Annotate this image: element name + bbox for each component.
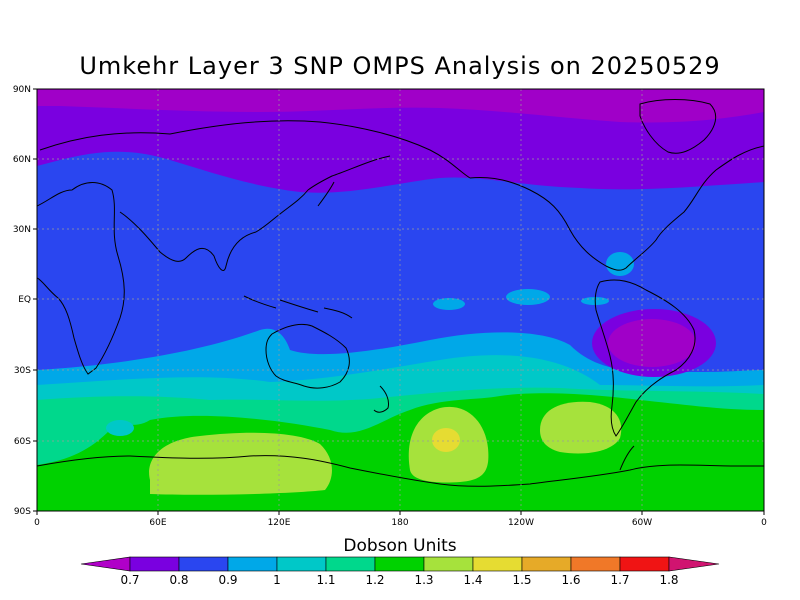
- coastline-australia: [265, 323, 350, 389]
- colorbar-label: 1: [273, 573, 281, 587]
- lat-label: EQ: [18, 295, 31, 305]
- axis-ticks: [33, 88, 765, 515]
- colorbar-label: 0.8: [169, 573, 188, 587]
- lat-label: 90N: [13, 85, 31, 95]
- longitude-labels: 0 60E 120E 180 120W 60W 0: [34, 518, 767, 528]
- colorbar-arrow-low: [80, 556, 131, 572]
- ozone-field: [37, 89, 764, 511]
- colorbar-label: 1.7: [610, 573, 629, 587]
- coastline-new-zealand: [373, 385, 389, 413]
- colorbar-swatch: [374, 556, 425, 572]
- coastline-east-asia: [255, 155, 391, 233]
- coastline-south-america: [594, 279, 696, 437]
- colorbar-label: 1.6: [561, 573, 580, 587]
- colorbar-swatch: [178, 556, 229, 572]
- coastline-arabia-india: [119, 211, 257, 271]
- page-title: Umkehr Layer 3 SNP OMPS Analysis on 2025…: [79, 52, 721, 80]
- coastline-asia-north: [39, 120, 471, 179]
- colorbar-swatch: [423, 556, 474, 572]
- lat-label: 30N: [13, 225, 31, 235]
- lat-label: 30S: [14, 366, 31, 376]
- field-sa-purple: [608, 319, 696, 367]
- coastline-north-america: [469, 145, 764, 271]
- lat-label: 90S: [14, 507, 31, 517]
- coastline-africa-europe: [37, 182, 125, 375]
- colorbar-swatch: [129, 556, 180, 572]
- colorbar-label: 1.1: [316, 573, 335, 587]
- colorbar-label: 1.5: [512, 573, 531, 587]
- lon-label: 120W: [508, 518, 534, 528]
- colorbar: 0.7 0.8 0.9 1 1.1 1.2 1.3 1.4 1.5 1.6 1.7 1.8: [80, 556, 720, 587]
- colorbar-swatch: [570, 556, 621, 572]
- colorbar-swatch: [619, 556, 670, 572]
- field-yellow-green-south-pacific: [540, 401, 622, 454]
- field-tropical-blob-1: [433, 298, 465, 310]
- colorbar-swatch: [227, 556, 278, 572]
- coastline-antarctic-peninsula: [619, 445, 635, 471]
- lat-label: 60S: [14, 437, 31, 447]
- colorbar-label: 1.8: [659, 573, 678, 587]
- colorbar-label: 1.4: [463, 573, 482, 587]
- coastline-indonesia: [243, 295, 353, 319]
- coastline-greenland: [639, 99, 717, 154]
- field-southpole-cyan-west: [106, 420, 134, 436]
- colorbar-label: 0.9: [218, 573, 237, 587]
- colorbar-swatch: [472, 556, 523, 572]
- lon-label: 180: [391, 518, 408, 528]
- field-yellow-green-west: [149, 432, 332, 495]
- colorbar-swatch: [325, 556, 376, 572]
- lon-label: 120E: [268, 518, 291, 528]
- colorbar-arrow-high: [668, 556, 720, 572]
- coastline-antarctica: [37, 455, 764, 487]
- field-tropical-blob-2: [506, 289, 550, 305]
- latitude-labels: 90N 60N 30N EQ 30S 60S 90S: [13, 85, 31, 517]
- colorbar-swatch: [276, 556, 327, 572]
- field-caribbean-blob: [606, 252, 634, 276]
- coastline-japan: [317, 181, 335, 207]
- graticule: [37, 89, 764, 511]
- field-yellow-spot: [432, 428, 460, 452]
- colorbar-swatch: [521, 556, 572, 572]
- colorbar-label: 1.2: [365, 573, 384, 587]
- lon-label: 0: [34, 518, 40, 528]
- lat-label: 60N: [13, 155, 31, 165]
- colorbar-title: Dobson Units: [343, 536, 457, 556]
- lon-label: 60E: [149, 518, 166, 528]
- colorbar-label: 1.3: [414, 573, 433, 587]
- colorbar-label: 0.7: [120, 573, 139, 587]
- coastlines: [37, 99, 764, 487]
- field-polar-purple: [37, 89, 764, 123]
- lon-label: 0: [761, 518, 767, 528]
- lon-label: 60W: [632, 518, 652, 528]
